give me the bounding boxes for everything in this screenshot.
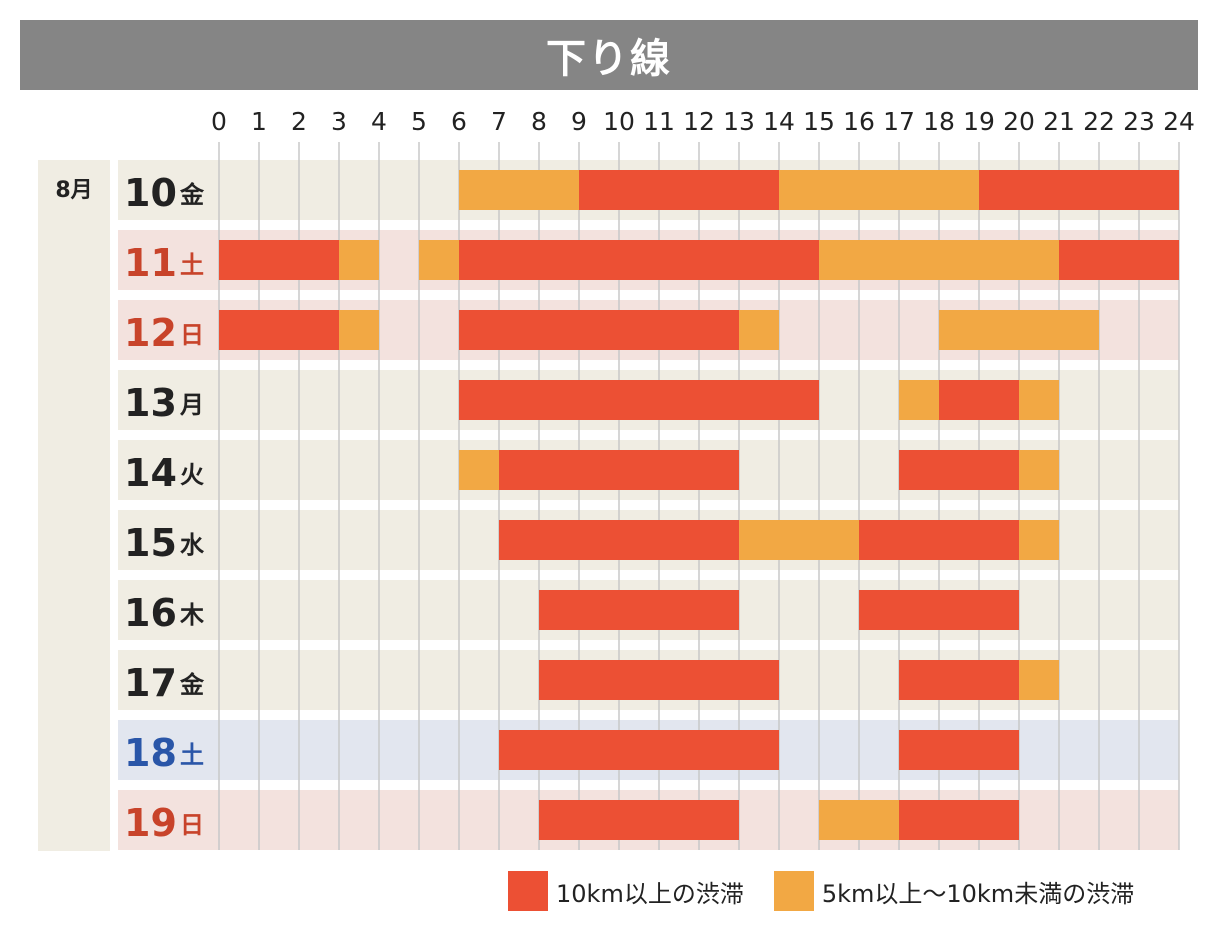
bar-11-moderate (819, 240, 1059, 280)
x-tick-label: 1 (251, 107, 267, 136)
row-day-label: 12 (124, 311, 177, 355)
bar-13-heavy (459, 380, 819, 420)
bar-13-moderate (1019, 380, 1059, 420)
bar-14-moderate (459, 450, 499, 490)
x-tick-label: 16 (843, 107, 875, 136)
x-tick-label: 2 (291, 107, 307, 136)
row-weekday-label: 月 (179, 391, 204, 419)
bar-18-heavy (499, 730, 779, 770)
x-tick-label: 3 (331, 107, 347, 136)
row-weekday-label: 土 (180, 251, 204, 279)
x-tick-label: 13 (723, 107, 755, 136)
x-tick-label: 12 (683, 107, 715, 136)
bar-18-heavy (899, 730, 1019, 770)
chart-title: 下り線 (20, 20, 1198, 90)
bar-19-moderate (819, 800, 899, 840)
bar-13-moderate (899, 380, 939, 420)
bar-16-heavy (859, 590, 1019, 630)
bars (219, 170, 1179, 840)
bar-14-moderate (1019, 450, 1059, 490)
bar-12-moderate (339, 310, 379, 350)
x-tick-label: 22 (1083, 107, 1115, 136)
x-tick-label: 0 (211, 107, 227, 136)
bar-10-moderate (459, 170, 579, 210)
x-tick-label: 18 (923, 107, 955, 136)
bar-19-heavy (899, 800, 1019, 840)
x-tick-label: 6 (451, 107, 467, 136)
legend-label-heavy: 10km以上の渋滞 (556, 879, 744, 908)
x-tick-label: 5 (411, 107, 427, 136)
bar-15-heavy (859, 520, 1019, 560)
bar-17-heavy (539, 660, 779, 700)
x-tick-label: 21 (1043, 107, 1075, 136)
x-tick-label: 14 (763, 107, 795, 136)
x-tick-label: 19 (963, 107, 995, 136)
bar-12-moderate (739, 310, 779, 350)
bar-11-moderate (419, 240, 459, 280)
row-day-label: 15 (124, 521, 177, 565)
x-tick-label: 9 (571, 107, 587, 136)
row-weekday-label: 日 (180, 321, 204, 349)
x-tick-label: 20 (1003, 107, 1035, 136)
x-tick-label: 15 (803, 107, 835, 136)
x-tick-label: 17 (883, 107, 915, 136)
bar-14-heavy (499, 450, 739, 490)
row-weekday-label: 木 (179, 601, 205, 629)
row-weekday-label: 日 (180, 811, 204, 839)
bar-17-heavy (899, 660, 1019, 700)
row-weekday-label: 土 (180, 741, 204, 769)
legend-swatch-heavy (508, 871, 548, 911)
row-day-label: 11 (124, 241, 177, 285)
bar-19-heavy (539, 800, 739, 840)
row-day-label: 18 (124, 731, 177, 775)
bar-10-heavy (579, 170, 779, 210)
row-weekday-label: 金 (179, 181, 205, 209)
bar-16-heavy (539, 590, 739, 630)
bar-15-heavy (499, 520, 739, 560)
legend-swatch-moderate (773, 871, 814, 911)
x-tick-label: 23 (1123, 107, 1155, 136)
x-tick-label: 10 (603, 107, 635, 136)
row-weekday-label: 金 (179, 671, 205, 699)
bar-11-heavy (459, 240, 819, 280)
x-tick-label: 4 (371, 107, 387, 136)
bar-13-heavy (939, 380, 1019, 420)
legend-item-heavy: 10km以上の渋滞 (508, 871, 744, 911)
legend-label-moderate: 5km以上～10km未満の渋滞 (821, 879, 1135, 908)
x-tick-label: 7 (491, 107, 507, 136)
bar-14-heavy (899, 450, 1019, 490)
month-label: 8月 (55, 178, 93, 203)
bar-10-heavy (979, 170, 1179, 210)
row-labels: 10 金11 土12 日13 月14 火15 水16 木17 金18 土19 日 (124, 171, 205, 845)
bar-15-moderate (1019, 520, 1059, 560)
bar-11-moderate (339, 240, 379, 280)
legend: 10km以上の渋滞 5km以上～10km未満の渋滞 (508, 870, 1208, 912)
bar-12-heavy (219, 310, 339, 350)
row-weekday-label: 火 (180, 461, 204, 489)
row-day-label: 13 (124, 381, 177, 425)
legend-item-moderate: 5km以上～10km未満の渋滞 (773, 871, 1135, 911)
row-weekday-label: 水 (180, 531, 205, 559)
bar-10-moderate (779, 170, 979, 210)
row-day-label: 16 (124, 591, 177, 635)
bar-11-heavy (219, 240, 339, 280)
x-tick-label: 11 (643, 107, 675, 136)
x-tick-label: 8 (531, 107, 547, 136)
bar-17-moderate (1019, 660, 1059, 700)
bar-15-moderate (739, 520, 859, 560)
bar-12-heavy (459, 310, 739, 350)
bar-11-heavy (1059, 240, 1179, 280)
x-axis-ticks: 0 1 2 3 4 5 6 7 8 9 10 11 12 13 14 15 16 17 18 19 20 21 22 23 24 (211, 107, 1195, 136)
month-column: 8月 (38, 160, 110, 851)
row-day-label: 17 (124, 661, 177, 705)
row-day-label: 19 (124, 801, 177, 845)
x-tick-label: 24 (1163, 107, 1195, 136)
row-day-label: 10 (124, 171, 177, 215)
row-day-label: 14 (124, 451, 177, 495)
bar-12-moderate (939, 310, 1099, 350)
